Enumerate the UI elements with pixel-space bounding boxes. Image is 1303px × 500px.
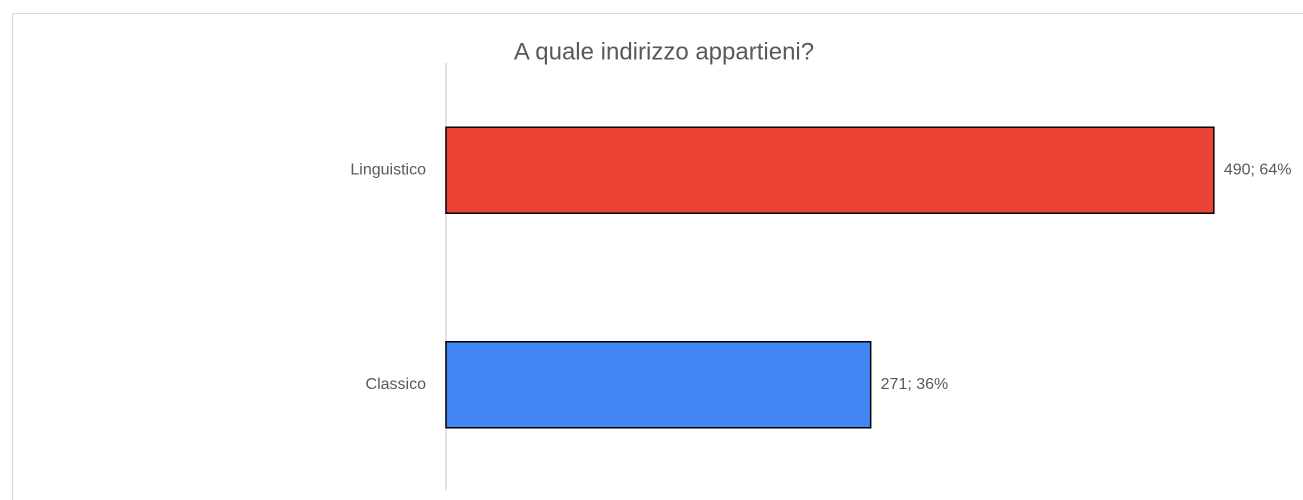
bar xyxy=(445,341,872,429)
category-label: Linguistico xyxy=(350,161,426,178)
data-label: 271; 36% xyxy=(881,376,949,393)
data-label: 490; 64% xyxy=(1224,161,1292,178)
bar xyxy=(445,126,1215,214)
chart-title: A quale indirizzo appartieni? xyxy=(514,38,814,65)
category-label: Classico xyxy=(366,376,427,393)
